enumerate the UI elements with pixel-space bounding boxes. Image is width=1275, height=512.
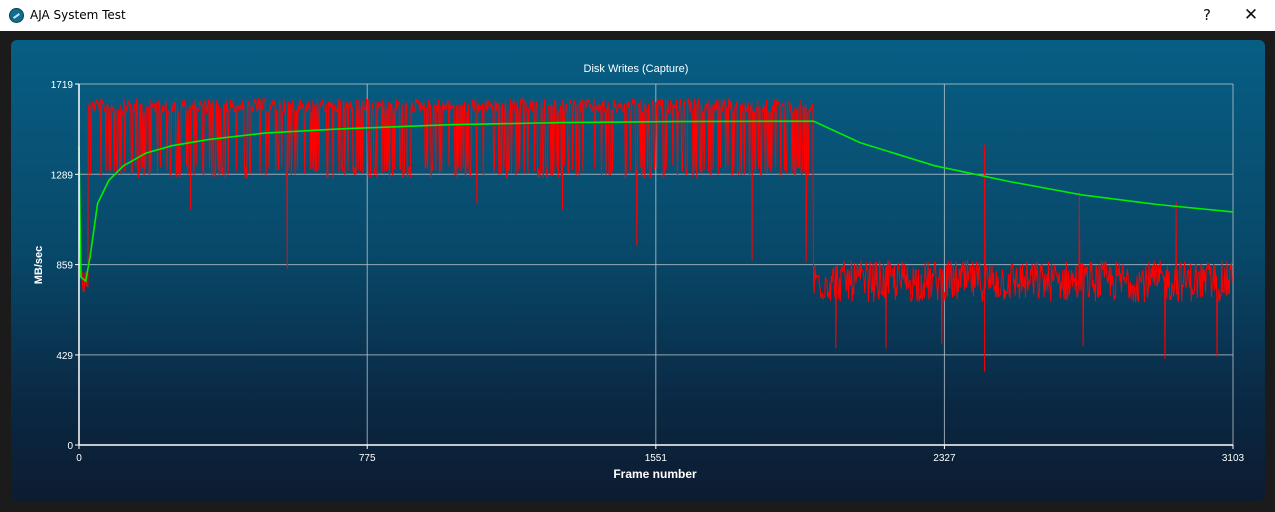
y-axis-label: MB/sec: [33, 246, 45, 285]
axes: [75, 83, 1234, 449]
x-tick-label: 2327: [933, 453, 956, 464]
tick-labels: 0 775 1551 2327 3103 0 429 859 1289 1719: [51, 80, 1245, 464]
x-axis-label: Frame number: [613, 467, 697, 481]
chart-panel: Disk Writes (Capture) Frame number MB/se…: [11, 40, 1265, 501]
x-tick-label: 1551: [645, 453, 668, 464]
y-tick-label: 859: [56, 261, 73, 272]
help-button[interactable]: ?: [1203, 6, 1211, 24]
window-title: AJA System Test: [30, 8, 126, 22]
x-tick-label: 0: [76, 453, 82, 464]
y-tick-label: 1289: [51, 170, 74, 181]
grid-lines: [79, 83, 1234, 445]
y-tick-label: 1719: [51, 80, 74, 91]
series-layer: [78, 96, 1234, 372]
title-bar: AJA System Test ? ✕: [0, 0, 1275, 31]
close-button[interactable]: ✕: [1243, 5, 1259, 25]
y-tick-label: 429: [56, 351, 73, 362]
chart-title: Disk Writes (Capture): [584, 63, 689, 75]
raw-throughput-line: [78, 96, 1233, 372]
aja-logo-icon: [9, 8, 24, 23]
x-tick-label: 775: [359, 453, 376, 464]
y-tick-label: 0: [67, 441, 73, 452]
x-tick-label: 3103: [1222, 453, 1245, 464]
average-throughput-line: [78, 120, 1234, 283]
disk-writes-chart: Disk Writes (Capture) Frame number MB/se…: [33, 63, 1245, 481]
